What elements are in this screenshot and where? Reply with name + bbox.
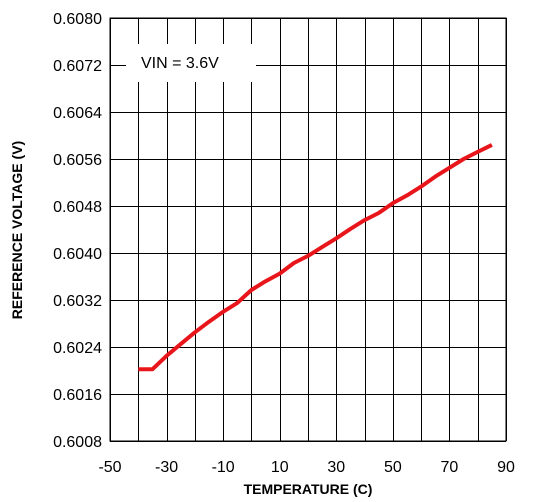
y-tick-label: 0.6080	[53, 11, 102, 28]
x-tick-label: -50	[98, 459, 121, 476]
x-tick-label: 90	[497, 459, 515, 476]
plot-frame	[109, 17, 507, 442]
y-tick-label: 0.6048	[53, 199, 102, 216]
series-line	[138, 143, 493, 372]
annotation-text: VIN = 3.6V	[141, 55, 219, 72]
annotation: VIN = 3.6V	[126, 44, 256, 82]
x-tick-label: -10	[212, 459, 235, 476]
y-tick-label: 0.6056	[53, 152, 102, 169]
y-tick-label: 0.6072	[53, 58, 102, 75]
y-tick-label: 0.6040	[53, 246, 102, 263]
y-tick-label: 0.6064	[53, 105, 102, 122]
y-tick-label: 0.6016	[53, 387, 102, 404]
x-tick-label: -30	[155, 459, 178, 476]
x-tick-label: 10	[271, 459, 289, 476]
x-tick-label: 70	[441, 459, 459, 476]
y-tick-label: 0.6032	[53, 293, 102, 310]
x-axis-title: TEMPERATURE (C)	[244, 481, 373, 497]
x-tick-label: 50	[384, 459, 402, 476]
y-tick-label: 0.6008	[53, 434, 102, 451]
y-tick-label: 0.6024	[53, 340, 102, 357]
annotation-box	[126, 44, 256, 82]
x-tick-label: 30	[327, 459, 345, 476]
series-layer	[138, 143, 493, 372]
y-axis-title: REFERENCE VOLTAGE (V)	[9, 141, 25, 319]
tick-labels: -50 -30 -10 10 30 50 70 90 0.6008 0.6016 0.6024 0.6…	[53, 11, 515, 476]
